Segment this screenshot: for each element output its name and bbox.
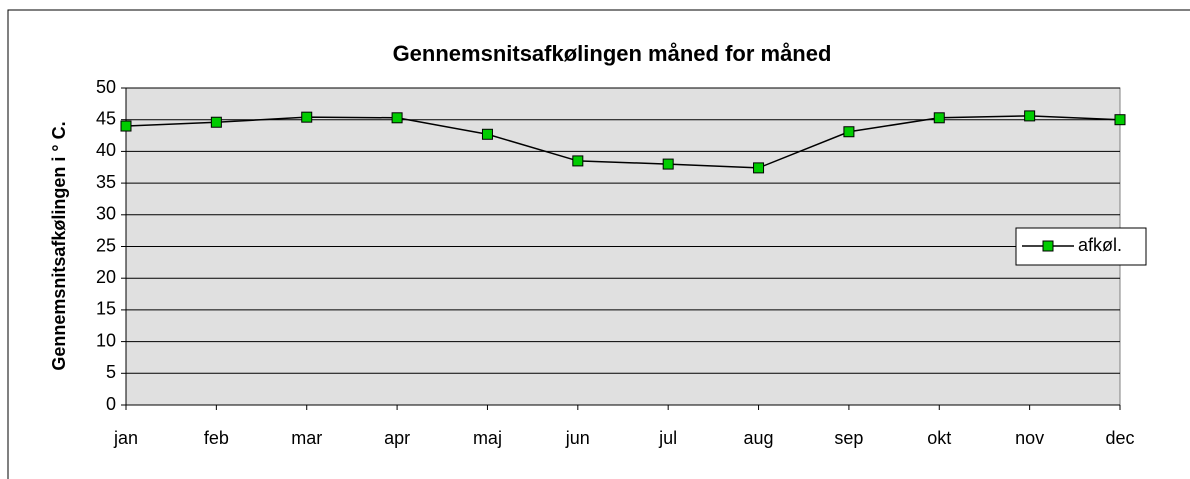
x-tick-label: jun: [565, 428, 590, 448]
x-tick-label: feb: [204, 428, 229, 448]
x-tick-label: mar: [291, 428, 322, 448]
x-tick-label: nov: [1015, 428, 1044, 448]
y-tick-label: 15: [96, 299, 116, 319]
legend-label: afkøl.: [1078, 235, 1122, 255]
x-tick-label: dec: [1105, 428, 1134, 448]
data-point: [933, 112, 945, 124]
x-tick-label: aug: [744, 428, 774, 448]
y-axis-label: Gennemsnitsafkølingen i ° C.: [49, 121, 69, 370]
series-line: [125, 115, 1121, 169]
data-point: [843, 126, 855, 138]
x-tick-label: apr: [384, 428, 410, 448]
data-point: [662, 158, 674, 170]
y-tick-label: 25: [96, 235, 116, 255]
data-point: [1024, 110, 1036, 122]
data-point: [753, 162, 765, 174]
data-point: [301, 111, 313, 123]
y-tick-label: 20: [96, 267, 116, 287]
y-tick-label: 45: [96, 108, 116, 128]
y-tick-label: 35: [96, 172, 116, 192]
data-point: [572, 155, 584, 167]
chart-title: Gennemsnitsafkølingen måned for måned: [393, 41, 832, 66]
y-tick-label: 40: [96, 140, 116, 160]
x-tick-label: maj: [473, 428, 502, 448]
y-tick-label: 30: [96, 204, 116, 224]
y-tick-label: 5: [106, 362, 116, 382]
data-point: [481, 128, 493, 140]
x-tick-label: sep: [834, 428, 863, 448]
data-point: [391, 112, 403, 124]
x-tick-label: jan: [113, 428, 138, 448]
x-tick-label: okt: [927, 428, 951, 448]
data-point: [120, 120, 132, 132]
x-tick-label: jul: [658, 428, 677, 448]
y-tick-label: 0: [106, 394, 116, 414]
data-point: [210, 116, 222, 128]
y-tick-label: 10: [96, 330, 116, 350]
legend-marker: [1042, 240, 1054, 252]
chart-frame: [7, 9, 1190, 479]
y-tick-label: 50: [96, 77, 116, 97]
data-point: [1114, 114, 1126, 126]
